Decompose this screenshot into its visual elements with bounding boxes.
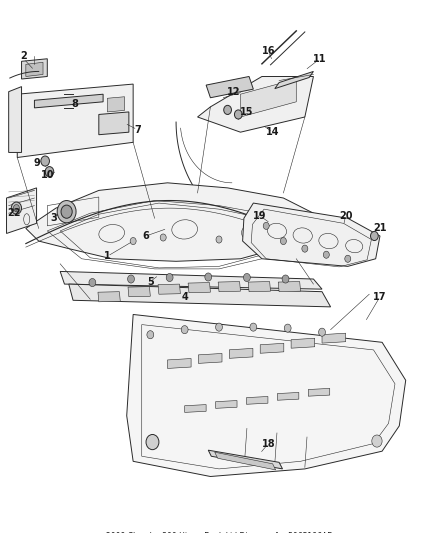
Polygon shape <box>208 450 283 469</box>
Circle shape <box>160 234 166 241</box>
Polygon shape <box>26 183 314 261</box>
Text: 19: 19 <box>253 211 267 221</box>
Text: 8: 8 <box>72 99 79 109</box>
Polygon shape <box>215 452 276 470</box>
Circle shape <box>41 156 49 166</box>
Polygon shape <box>69 284 331 307</box>
Text: 18: 18 <box>261 439 275 449</box>
Polygon shape <box>278 281 300 292</box>
Polygon shape <box>35 94 103 108</box>
Circle shape <box>284 324 291 332</box>
Circle shape <box>215 323 223 331</box>
Polygon shape <box>322 333 346 343</box>
Circle shape <box>146 434 159 450</box>
Polygon shape <box>248 281 271 292</box>
Polygon shape <box>275 71 314 88</box>
Polygon shape <box>158 284 180 294</box>
Text: 1: 1 <box>104 251 111 261</box>
Circle shape <box>181 326 188 334</box>
Polygon shape <box>188 282 210 293</box>
Polygon shape <box>17 84 133 158</box>
Circle shape <box>11 202 21 214</box>
Text: 17: 17 <box>373 292 387 302</box>
Text: 15: 15 <box>240 107 254 117</box>
Polygon shape <box>240 79 296 117</box>
Text: 7: 7 <box>134 125 141 135</box>
Text: 20: 20 <box>339 211 353 221</box>
Circle shape <box>216 236 222 243</box>
Circle shape <box>280 238 286 245</box>
Circle shape <box>205 273 212 281</box>
Circle shape <box>263 222 269 229</box>
Text: 21: 21 <box>373 223 387 233</box>
Circle shape <box>61 205 72 219</box>
Polygon shape <box>21 59 47 79</box>
Polygon shape <box>198 353 222 364</box>
Text: 3: 3 <box>50 213 57 223</box>
Text: 14: 14 <box>266 127 279 137</box>
Circle shape <box>130 238 136 245</box>
Polygon shape <box>215 401 237 408</box>
Polygon shape <box>9 86 21 152</box>
Polygon shape <box>99 112 129 135</box>
Text: 16: 16 <box>261 46 275 56</box>
Polygon shape <box>107 96 124 112</box>
Polygon shape <box>291 338 315 348</box>
Text: 9: 9 <box>33 158 40 167</box>
Circle shape <box>282 275 289 283</box>
Text: 10: 10 <box>41 170 54 180</box>
Circle shape <box>302 245 308 252</box>
Polygon shape <box>247 397 268 405</box>
Polygon shape <box>308 389 330 396</box>
Circle shape <box>14 205 19 212</box>
Circle shape <box>45 167 54 177</box>
Text: 2: 2 <box>20 51 27 61</box>
Circle shape <box>57 200 76 223</box>
Polygon shape <box>206 76 253 98</box>
Text: 4: 4 <box>181 292 188 302</box>
Polygon shape <box>60 271 322 289</box>
Polygon shape <box>128 287 150 297</box>
Polygon shape <box>127 314 406 477</box>
Polygon shape <box>98 292 120 302</box>
Polygon shape <box>7 188 36 233</box>
Circle shape <box>371 231 378 240</box>
Circle shape <box>323 251 329 259</box>
Text: 5: 5 <box>147 277 154 287</box>
Circle shape <box>318 328 325 336</box>
Circle shape <box>250 323 257 331</box>
Polygon shape <box>185 405 206 413</box>
Circle shape <box>372 435 382 447</box>
Polygon shape <box>167 359 191 368</box>
Text: 11: 11 <box>313 54 327 64</box>
Polygon shape <box>26 62 43 76</box>
Polygon shape <box>277 392 299 400</box>
Text: 2009 Chrysler 300 Hinge-Deck Lid Diagram for 5065196AE: 2009 Chrysler 300 Hinge-Deck Lid Diagram… <box>106 532 332 533</box>
Polygon shape <box>198 76 314 132</box>
Text: 12: 12 <box>227 87 241 96</box>
Circle shape <box>234 110 242 119</box>
Polygon shape <box>218 281 240 292</box>
Circle shape <box>224 106 231 115</box>
Text: 22: 22 <box>7 208 21 218</box>
Circle shape <box>244 273 251 281</box>
Circle shape <box>345 255 351 262</box>
Circle shape <box>166 273 173 281</box>
Text: 6: 6 <box>143 231 149 241</box>
Polygon shape <box>243 203 380 266</box>
Circle shape <box>89 279 96 287</box>
Polygon shape <box>260 343 284 353</box>
Polygon shape <box>230 349 253 358</box>
Circle shape <box>127 275 134 283</box>
Circle shape <box>147 330 154 339</box>
